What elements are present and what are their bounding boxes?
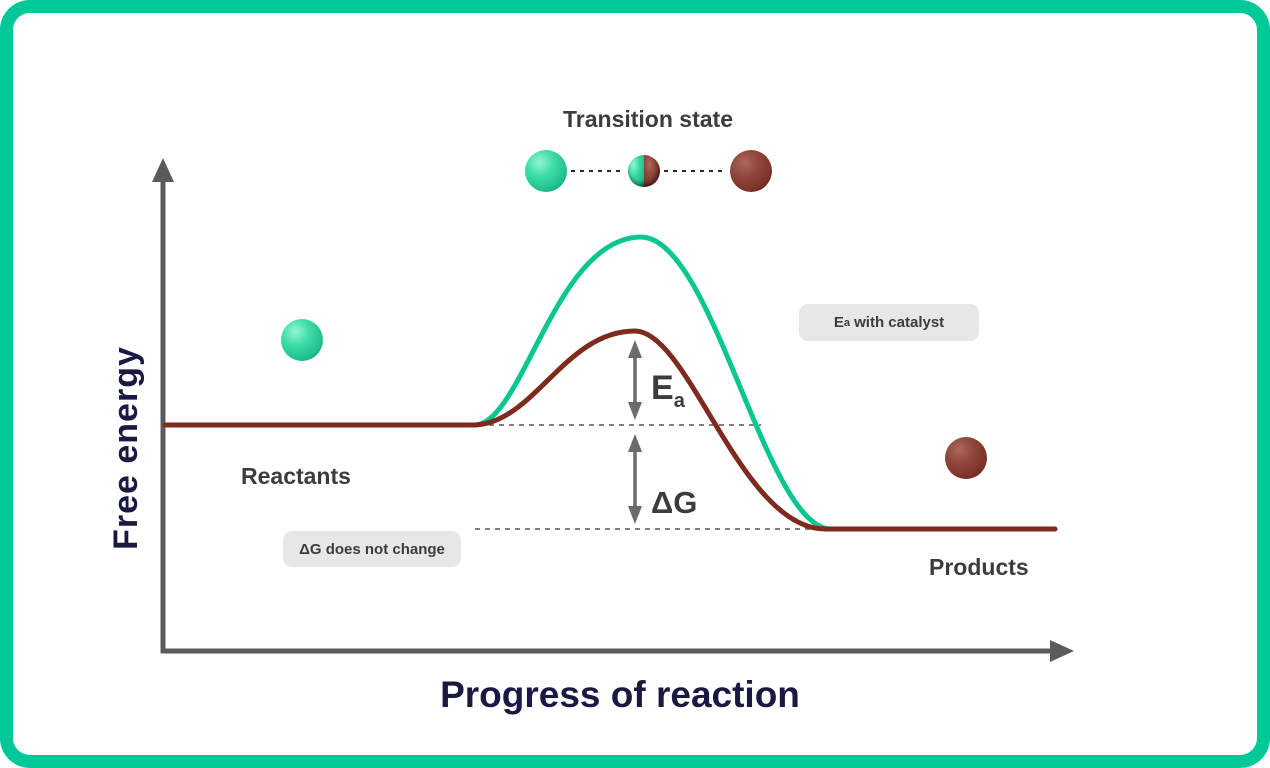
reactant-molecule-icon: [281, 319, 323, 361]
curve-with-catalyst: [162, 328, 1058, 532]
reactants-label: Reactants: [241, 463, 351, 489]
delta-g-arrow: [628, 434, 642, 524]
badge-ea-symbol: E: [833, 314, 844, 331]
energy-diagram-canvas: [152, 150, 1074, 662]
badge-ea-subscript: a: [843, 316, 850, 329]
product-molecule-icon: [945, 437, 987, 479]
x-axis: [161, 640, 1074, 662]
transition-complex-icon: [628, 155, 660, 187]
badge-dg-text: ΔG does not change: [299, 540, 445, 558]
curve-without-catalyst: [162, 234, 1058, 532]
y-axis: [152, 158, 174, 653]
ea-arrow: [628, 340, 642, 420]
diagram-title: Transition state: [563, 106, 733, 132]
activation-energy-subscript: a: [673, 389, 685, 412]
x-axis-label: Progress of reaction: [440, 674, 800, 715]
products-label: Products: [929, 554, 1029, 580]
transition-product-molecule-icon: [730, 150, 772, 192]
y-axis-label: Free energy: [107, 346, 145, 550]
delta-g-label: ΔG: [651, 485, 698, 520]
activation-energy-label: Ea: [651, 369, 685, 413]
activation-energy-symbol: E: [651, 369, 674, 407]
badge-ea-text: with catalyst: [849, 314, 945, 331]
transition-reactant-molecule-icon: [525, 150, 567, 192]
dg-does-not-change-badge: ΔG does not change: [283, 531, 461, 567]
y-axis-arrowhead-icon: [152, 158, 174, 182]
x-axis-arrowhead-icon: [1050, 640, 1074, 662]
